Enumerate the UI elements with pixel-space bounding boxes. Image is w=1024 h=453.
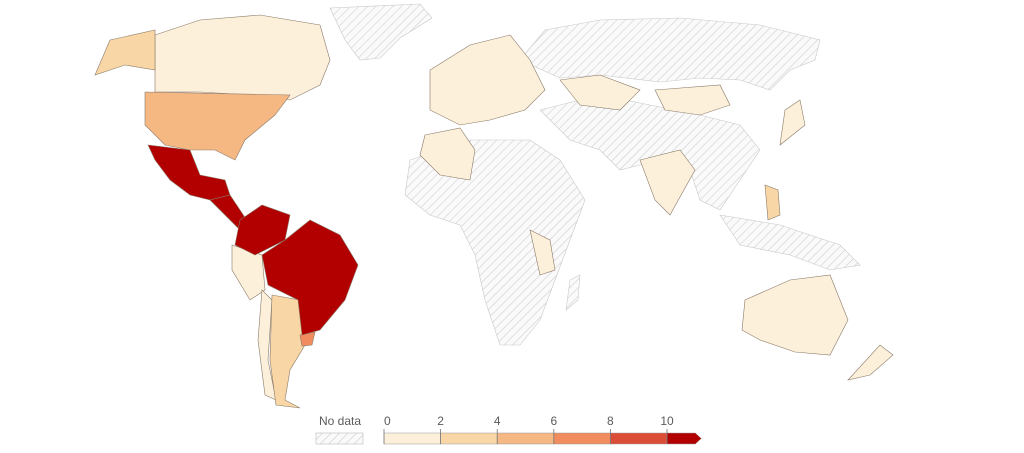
central-asia [559, 74, 641, 111]
legend-tick-label: 2 [437, 414, 444, 428]
legend-tick-label: 6 [550, 414, 557, 428]
australia [741, 274, 849, 356]
legend: No data 0 2 4 6 8 10 [315, 414, 702, 445]
philippines [764, 184, 781, 221]
brazil [261, 219, 359, 336]
usa [144, 91, 291, 161]
canada [154, 14, 331, 101]
se-asia [719, 214, 861, 271]
legend-tick-label: 10 [660, 414, 674, 428]
legend-swatch [440, 432, 498, 445]
russia [519, 17, 821, 91]
legend-swatch [383, 432, 441, 445]
madagascar [565, 274, 581, 311]
legend-tick-label: 0 [384, 414, 391, 428]
no-data-label: No data [319, 414, 361, 428]
new-zealand [847, 344, 894, 381]
alaska [94, 29, 156, 76]
legend-tick-label: 8 [607, 414, 614, 428]
legend-swatch [496, 432, 555, 445]
mexico [147, 144, 231, 201]
legend-swatch [666, 432, 702, 445]
india [639, 149, 696, 216]
legend-swatch [610, 432, 668, 445]
greenland [329, 3, 433, 61]
countries [94, 3, 894, 409]
legend-swatch [553, 432, 611, 445]
china [654, 84, 731, 116]
north-africa [419, 127, 476, 181]
peru [231, 244, 266, 301]
europe [429, 34, 546, 126]
africa [404, 139, 586, 346]
no-data-swatch [315, 432, 364, 445]
southern-africa [529, 229, 556, 276]
legend-tick-label: 4 [494, 414, 501, 428]
japan [779, 99, 806, 146]
